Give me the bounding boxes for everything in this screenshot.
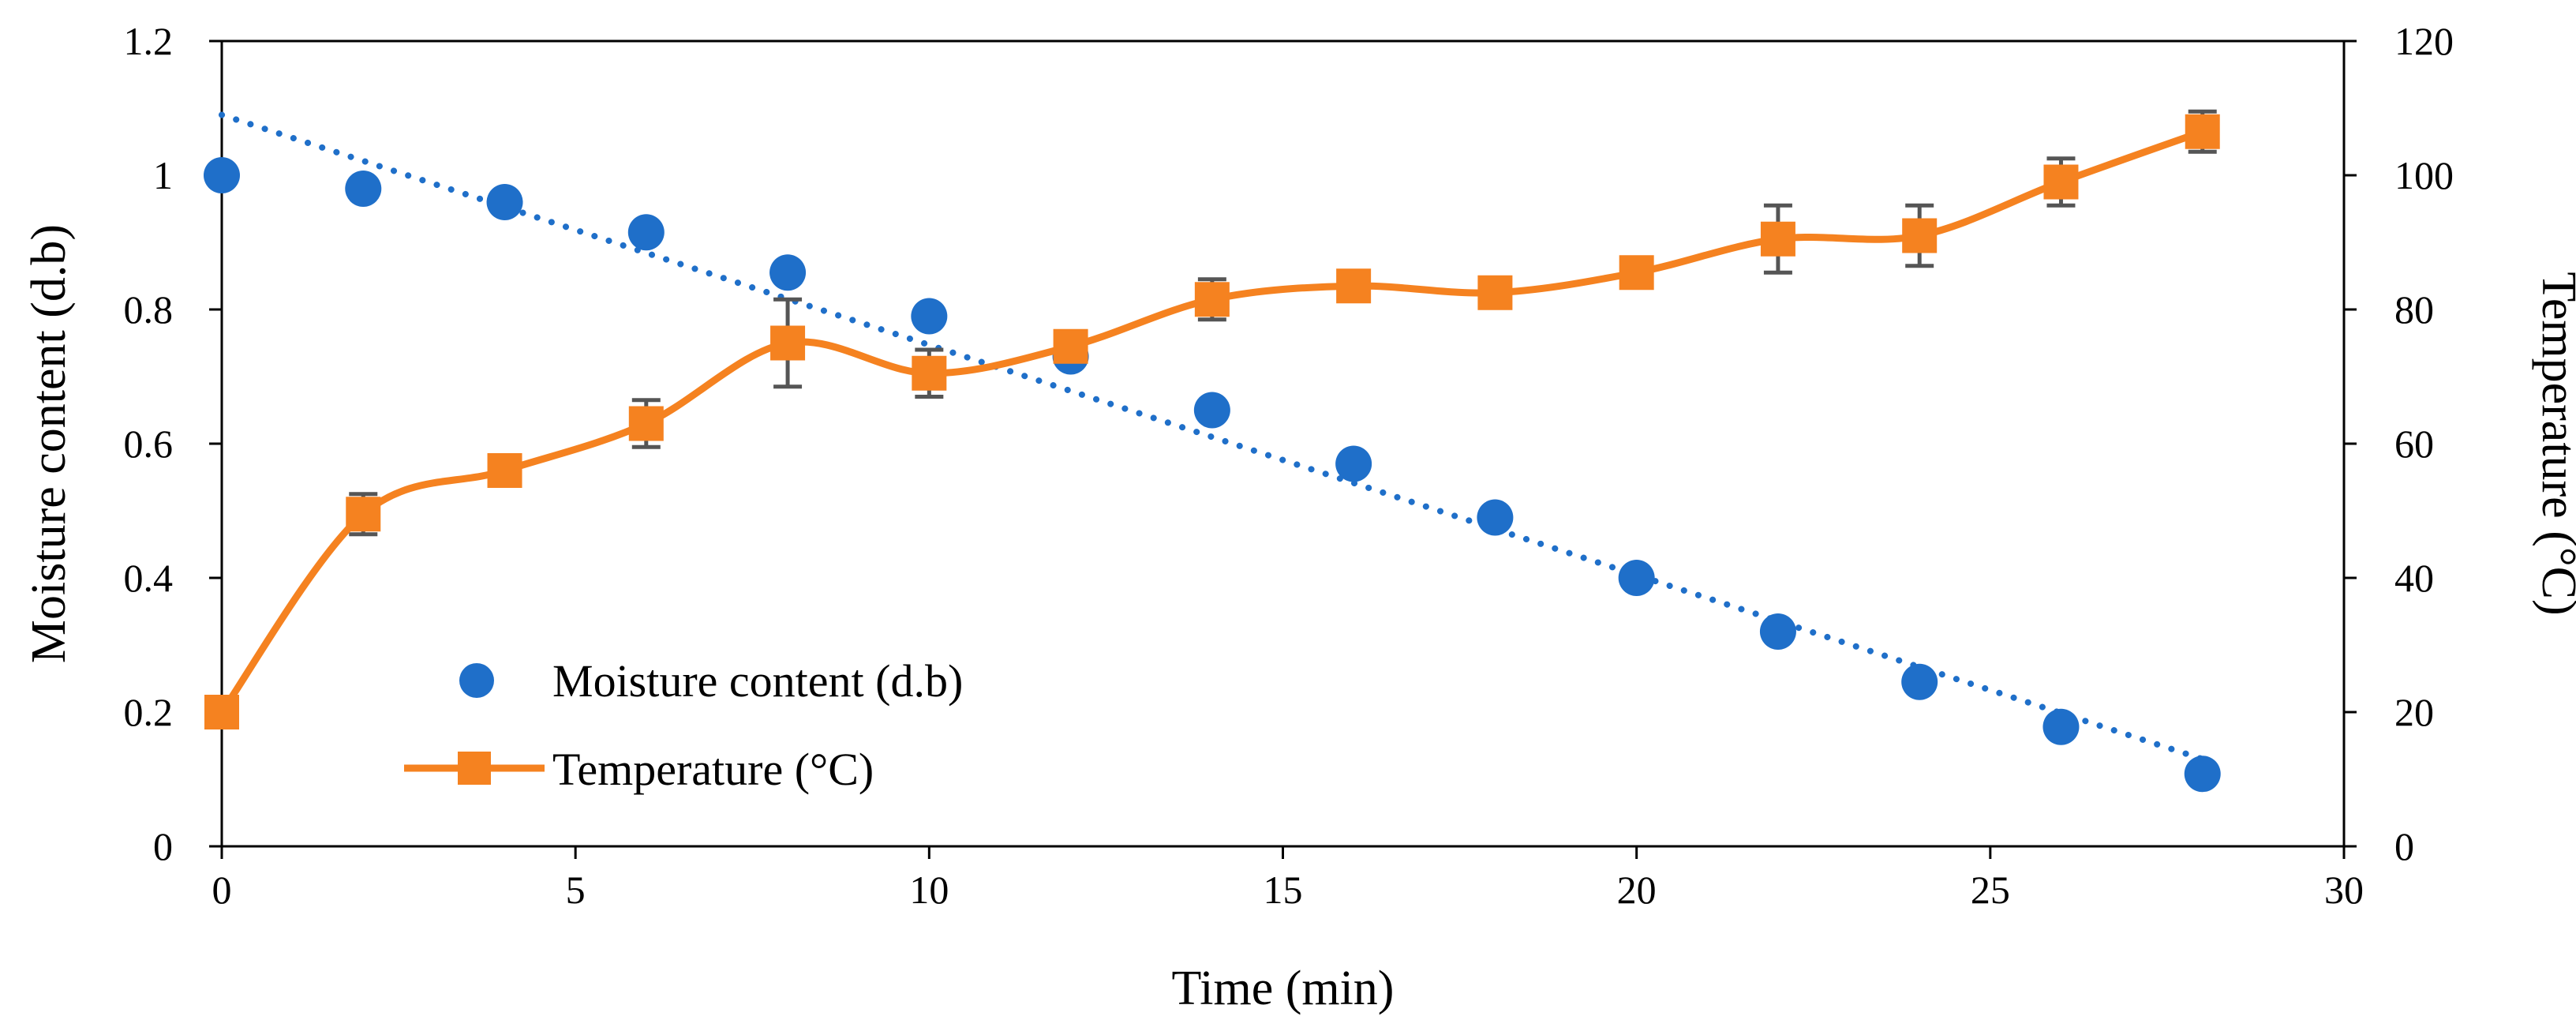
right-y-tick-label: 20 [2394,690,2434,734]
temperature-marker [1619,255,1654,291]
temperature-marker [628,406,664,441]
temperature-marker [204,695,239,729]
legend-temperature-marker [458,752,491,785]
moisture-point [2042,708,2080,745]
left-y-tick-label: 0.4 [124,556,174,600]
moisture-point [911,298,948,335]
legend-moisture-label: Moisture content (d.b) [552,655,963,707]
temperature-marker [346,497,381,532]
moisture-point [1477,499,1514,536]
temperature-marker [1760,221,1795,257]
moisture-point [627,214,665,251]
temperature-marker [2043,164,2079,200]
right-y-tick-label: 0 [2394,824,2414,868]
temperature-marker [1194,282,1230,317]
x-tick-label: 15 [1264,868,1303,912]
temperature-marker [1336,268,1372,304]
right-y-tick-label: 120 [2394,19,2454,63]
temperature-marker [912,355,947,391]
temperature-series-layer [204,109,2220,729]
moisture-point [345,171,382,207]
x-tick-label: 20 [1617,868,1657,912]
moisture-point [1335,445,1372,482]
axis-ticks: 0 5 10 15 20 25 30 0 0.2 0.4 0.6 0.8 1 1.2 0 20 40 60 80 10… [124,19,2454,912]
moisture-point [1193,392,1230,429]
left-y-tick-label: 1 [153,153,173,197]
x-tick-label: 0 [212,868,232,912]
left-y-tick-label: 0.2 [124,690,174,734]
x-tick-label: 30 [2324,868,2364,912]
left-y-axis-title: Moisture content (d.b) [22,224,76,663]
temperature-marker [1053,328,1088,364]
temperature-marker [2185,114,2220,149]
right-y-tick-label: 100 [2394,153,2454,197]
moisture-point [769,254,807,291]
moisture-points-layer [204,157,2221,793]
legend: Moisture content (d.b) Temperature (°C) [404,655,963,795]
legend-moisture-marker [459,663,494,698]
moisture-point [204,157,240,193]
left-y-tick-label: 0.6 [124,422,174,466]
temperature-marker [1902,218,1938,253]
moisture-trendline [219,111,2206,763]
moisture-point [1759,613,1796,650]
right-y-tick-label: 60 [2394,422,2434,466]
temperature-marker [770,325,806,361]
temperature-marker [1477,275,1513,310]
moisture-point [486,184,523,220]
left-y-tick-label: 1.2 [124,19,174,63]
moisture-point [1901,663,1938,700]
legend-temperature-label: Temperature (°C) [552,744,874,795]
x-tick-label: 5 [566,868,586,912]
x-axis-title: Time (min) [1172,962,1395,1015]
left-y-tick-label: 0 [153,824,173,868]
left-y-tick-label: 0.8 [124,287,174,332]
temperature-marker [487,453,522,488]
x-tick-label: 25 [1971,868,2010,912]
right-y-tick-label: 80 [2394,287,2434,332]
right-y-tick-label: 40 [2394,556,2434,600]
x-tick-label: 10 [909,868,949,912]
right-y-axis-title: Temperature (°C) [2532,272,2576,615]
moisture-trendline-layer [219,111,2206,763]
moisture-point [2184,756,2221,793]
moisture-point [1618,560,1655,596]
